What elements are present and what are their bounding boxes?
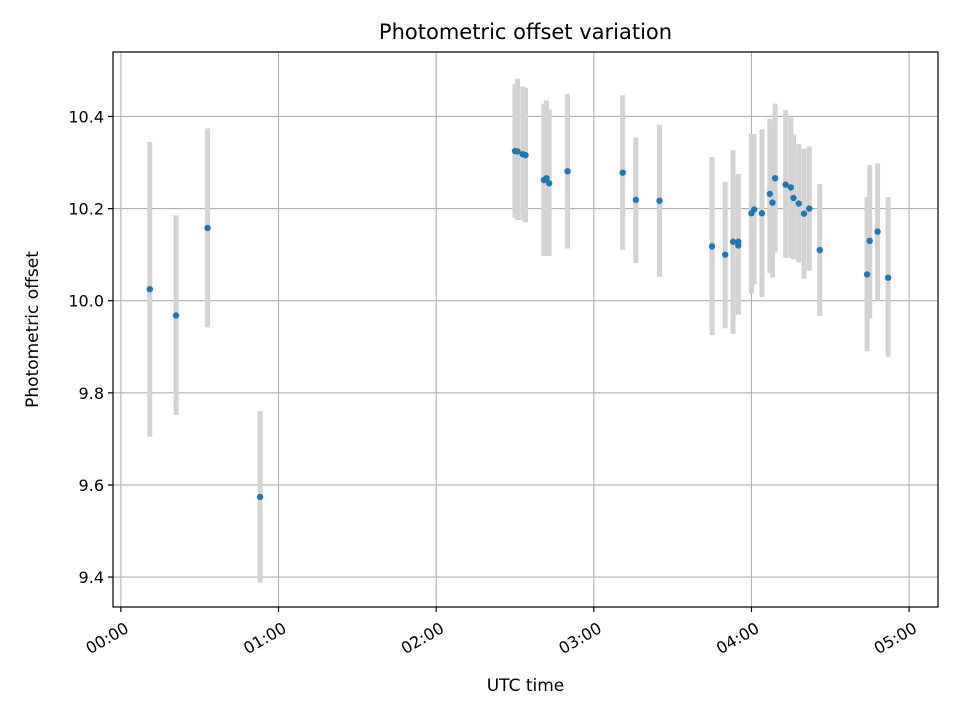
- x-tick-label: 01:00: [240, 618, 289, 658]
- y-tick-label: 10.2: [68, 200, 104, 219]
- data-point: [766, 190, 774, 198]
- y-tick-label: 10.0: [68, 292, 104, 311]
- data-point: [545, 180, 553, 187]
- data-point: [514, 148, 521, 155]
- y-tick-label: 9.6: [79, 476, 104, 495]
- x-tick-label: 04:00: [713, 618, 762, 658]
- data-point: [204, 224, 211, 232]
- data-point: [619, 169, 626, 176]
- data-point: [884, 274, 892, 281]
- data-point: [816, 246, 823, 254]
- y-tick-label: 9.8: [79, 384, 104, 403]
- y-tick-label: 10.4: [68, 107, 104, 126]
- data-point: [863, 271, 871, 278]
- data-point: [522, 151, 529, 159]
- x-tick-label: 02:00: [398, 618, 447, 658]
- data-point: [564, 168, 571, 175]
- data-point: [800, 210, 808, 217]
- data-point: [758, 210, 766, 217]
- data-point: [708, 243, 716, 250]
- data-point: [806, 205, 813, 212]
- data-point: [750, 206, 758, 213]
- y-tick-label: 9.4: [79, 568, 104, 587]
- data-point: [256, 493, 264, 501]
- x-tick-label: 05:00: [871, 618, 920, 658]
- data-point: [790, 194, 797, 202]
- data-point: [729, 238, 737, 245]
- data-point: [721, 251, 729, 258]
- data-point: [769, 199, 776, 206]
- data-point: [543, 174, 550, 182]
- data-point: [632, 196, 640, 204]
- data-point: [866, 237, 873, 245]
- x-tick-label: 00:00: [82, 618, 131, 658]
- data-point: [146, 285, 153, 293]
- data-point: [874, 228, 881, 235]
- x-axis-label: UTC time: [487, 676, 565, 696]
- y-axis-label: Photometric offset: [23, 251, 43, 408]
- data-point: [782, 181, 789, 188]
- x-tick-label: 03:00: [555, 618, 604, 658]
- chart-title: Photometric offset variation: [379, 20, 672, 44]
- data-point: [172, 312, 180, 319]
- data-point: [771, 174, 779, 182]
- plot-frame: [112, 51, 939, 608]
- data-point: [656, 197, 663, 204]
- data-point: [735, 242, 742, 249]
- data-point: [795, 200, 802, 207]
- data-points: [146, 147, 892, 501]
- data-point: [787, 184, 795, 191]
